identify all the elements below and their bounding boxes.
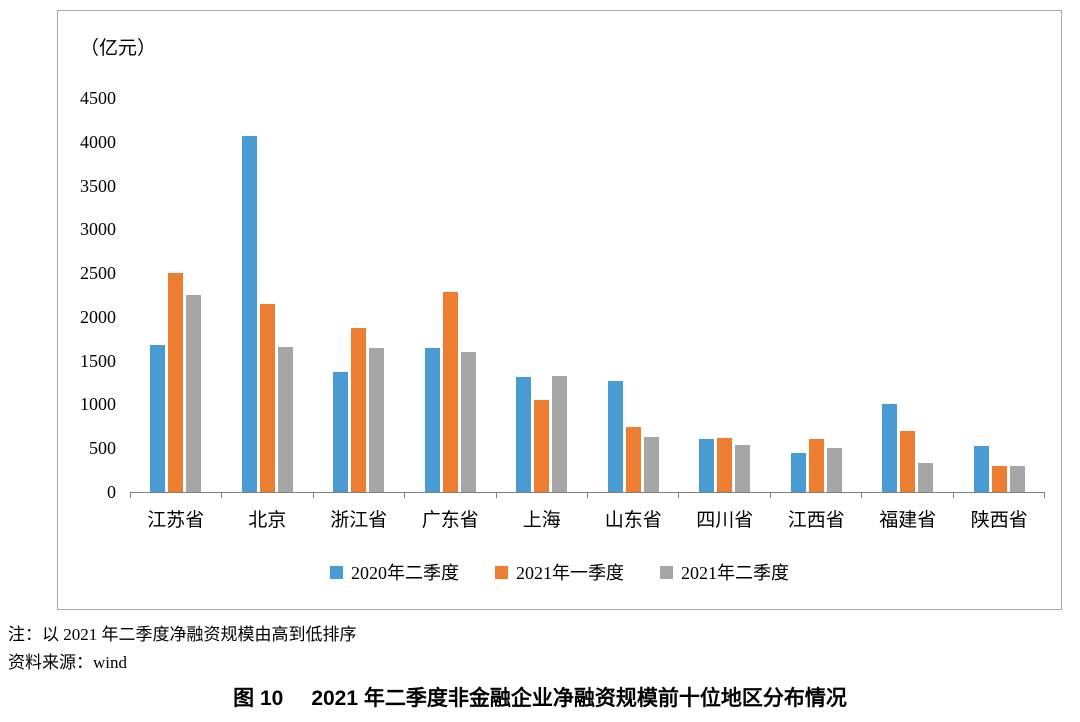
bar-group [130, 98, 222, 492]
chart-container: （亿元） 0 500 1000 1500 2000 2500 3000 3500 4000 450… [57, 10, 1062, 610]
x-axis-label: 江西省 [787, 510, 845, 531]
bar [717, 438, 733, 492]
legend-label: 2021年一季度 [516, 563, 624, 583]
bar [918, 463, 934, 492]
x-axis-label: 山东省 [604, 510, 662, 531]
figure-title: 图 10 2021 年二季度非金融企业净融资规模前十位地区分布情况 [0, 682, 1080, 712]
bar [150, 345, 166, 492]
x-axis-label: 浙江省 [330, 510, 388, 531]
bar-group [588, 98, 680, 492]
chart-legend: 2020年二季度 2021年一季度 2021年二季度 [58, 559, 1061, 585]
legend-item: 2020年二季度 [330, 559, 459, 585]
bar [241, 136, 257, 492]
bar [991, 466, 1007, 492]
y-tick-label: 1500 [80, 350, 116, 371]
x-tick [222, 493, 314, 498]
y-tick-label: 0 [107, 482, 116, 502]
bar [534, 400, 550, 492]
x-axis-label: 广东省 [421, 510, 479, 531]
bar [625, 427, 641, 492]
bar [277, 347, 293, 492]
bar [882, 404, 898, 492]
x-tick [954, 493, 1046, 498]
note-text: 注：以 2021 年二季度净融资规模由高到低排序 [8, 625, 357, 644]
bar-group [405, 98, 497, 492]
bar [351, 328, 367, 492]
x-tick [405, 493, 497, 498]
bar-group [954, 98, 1046, 492]
bar [552, 376, 568, 492]
x-tick [862, 493, 954, 498]
bar-group [679, 98, 771, 492]
y-tick-label: 1000 [80, 394, 116, 415]
y-tick-label: 3000 [80, 219, 116, 240]
x-axis-label: 上海 [522, 510, 561, 531]
bar [333, 372, 349, 492]
y-tick-label: 500 [89, 438, 116, 459]
legend-label: 2020年二季度 [351, 563, 459, 583]
x-tick [497, 493, 589, 498]
bar-group [313, 98, 405, 492]
bar [826, 448, 842, 492]
y-axis-unit-label: （亿元） [80, 38, 157, 59]
x-axis-label: 福建省 [879, 510, 937, 531]
y-tick-label: 4000 [80, 131, 116, 152]
x-tick [679, 493, 771, 498]
x-axis-label: 北京 [248, 510, 287, 531]
bar [973, 446, 989, 492]
bar [790, 453, 806, 492]
x-tick [588, 493, 680, 498]
bar [460, 352, 476, 492]
bar [186, 295, 202, 492]
y-tick-label: 2500 [80, 263, 116, 284]
bar [369, 348, 385, 492]
figure-title-text: 2021 年二季度非金融企业净融资规模前十位地区分布情况 [311, 687, 847, 710]
y-tick-label: 3500 [80, 175, 116, 196]
x-tick [771, 493, 863, 498]
x-axis-label: 四川省 [696, 510, 754, 531]
plot-area [130, 98, 1045, 493]
legend-swatch [660, 565, 673, 579]
x-tick [314, 493, 406, 498]
y-axis: 0 500 1000 1500 2000 2500 3000 3500 4000 4500 [58, 88, 126, 502]
bar [735, 445, 751, 492]
bar [442, 292, 458, 492]
bar-group [771, 98, 863, 492]
bar [259, 304, 275, 492]
legend-swatch [495, 565, 508, 579]
bar-group [222, 98, 314, 492]
legend-label: 2021年二季度 [681, 563, 789, 583]
y-tick-label: 4500 [80, 88, 116, 108]
bar [699, 439, 715, 492]
bar-group [496, 98, 588, 492]
bar [808, 439, 824, 492]
legend-item: 2021年一季度 [495, 559, 624, 585]
bar [900, 431, 916, 492]
x-axis-labels: 江苏省 北京 浙江省 广东省 上海 山东省 四川省 江西省 福建省 陕西省 [130, 505, 1045, 532]
x-tick [130, 493, 223, 498]
legend-swatch [330, 565, 343, 579]
source-text: 资料来源：wind [8, 653, 127, 672]
bar-group [862, 98, 954, 492]
bar [643, 437, 659, 492]
x-axis-ticks [130, 493, 1046, 498]
bar [607, 381, 623, 492]
figure-number: 图 10 [233, 687, 284, 710]
x-axis-label: 陕西省 [970, 510, 1028, 531]
bar [424, 348, 440, 492]
bar [516, 377, 532, 492]
legend-item: 2021年二季度 [660, 559, 789, 585]
y-tick-label: 2000 [80, 306, 116, 327]
x-axis-label: 江苏省 [147, 510, 205, 531]
bar [1009, 466, 1025, 492]
bar [168, 273, 184, 492]
